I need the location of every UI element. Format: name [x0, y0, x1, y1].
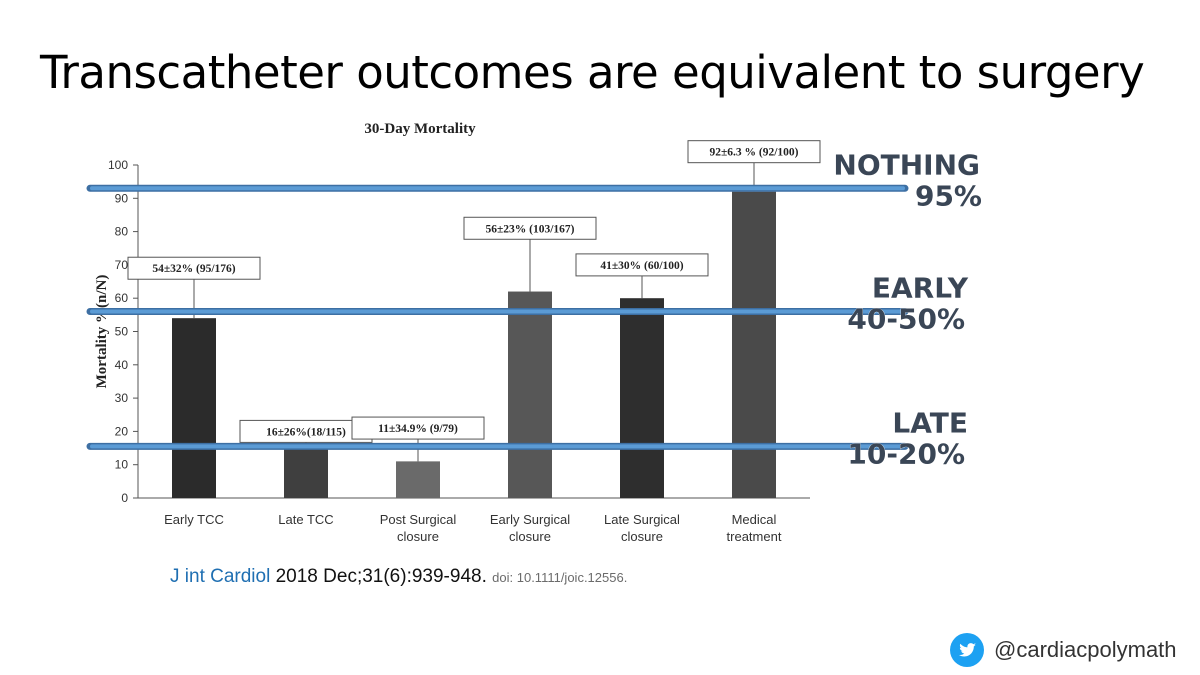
data-label-box	[575, 253, 709, 277]
data-label: 11±34.9% (9/79)	[378, 423, 458, 435]
data-label-box	[351, 416, 485, 440]
slide-title: Transcatheter outcomes are equivalent to…	[40, 46, 1145, 99]
data-label-box	[127, 256, 261, 280]
data-label: 54±32% (95/176)	[152, 263, 235, 275]
y-tick-label: 60	[115, 291, 129, 305]
y-tick-label: 90	[115, 191, 129, 205]
x-tick-label: Post Surgical	[380, 512, 457, 527]
y-axis-label: Mortality %(n/N)	[94, 275, 110, 389]
annotation-value: 95%	[915, 179, 982, 212]
y-tick-label: 10	[115, 458, 129, 472]
y-tick-label: 70	[115, 258, 129, 272]
y-tick-label: 40	[115, 358, 129, 372]
x-tick-label: Late Surgical	[604, 512, 680, 527]
social-handle-text: @cardiacpolymath	[994, 637, 1177, 662]
bar-4	[508, 291, 552, 498]
x-tick-label: Late TCC	[278, 512, 333, 527]
y-tick-label: 100	[108, 158, 128, 172]
social-handle[interactable]: @cardiacpolymath	[950, 632, 1177, 668]
annotation-label: EARLY	[872, 272, 969, 305]
bar-5	[620, 298, 664, 498]
y-tick-label: 20	[115, 424, 129, 438]
x-tick-label: treatment	[727, 529, 782, 544]
data-label-box	[463, 216, 597, 240]
citation: J int Cardiol 2018 Dec;31(6):939-948. do…	[170, 566, 627, 588]
bar-2	[284, 444, 328, 498]
data-label: 56±23% (103/167)	[485, 223, 574, 235]
bar-1	[172, 318, 216, 498]
x-tick-label: Early Surgical	[490, 512, 570, 527]
bar-3	[396, 461, 440, 498]
x-tick-label: closure	[509, 529, 551, 544]
citation-reference: 2018 Dec;31(6):939-948.	[275, 566, 487, 587]
twitter-icon[interactable]	[950, 633, 984, 667]
x-tick-label: Early TCC	[164, 512, 224, 527]
data-label: 41±30% (60/100)	[600, 260, 683, 272]
y-tick-label: 80	[115, 225, 129, 239]
data-label: 16±26%(18/115)	[266, 426, 346, 438]
x-tick-label: closure	[397, 529, 439, 544]
y-tick-label: 0	[121, 491, 128, 505]
citation-doi[interactable]: doi: 10.1111/joic.12556.	[492, 570, 628, 585]
x-tick-label: closure	[621, 529, 663, 544]
citation-journal[interactable]: J int Cardiol	[170, 566, 271, 587]
annotation-value: 10-20%	[847, 437, 965, 470]
bar-6	[732, 191, 776, 498]
data-label: 92±6.3 % (92/100)	[709, 147, 798, 159]
data-label-box	[687, 140, 821, 164]
chart-title: 30-Day Mortality	[364, 121, 476, 137]
annotation-label: LATE	[892, 406, 968, 439]
y-tick-label: 50	[115, 325, 129, 339]
annotation-value: 40-50%	[847, 303, 965, 336]
annotation-label: NOTHING	[833, 148, 980, 181]
x-tick-label: Medical	[732, 512, 777, 527]
y-tick-label: 30	[115, 391, 129, 405]
